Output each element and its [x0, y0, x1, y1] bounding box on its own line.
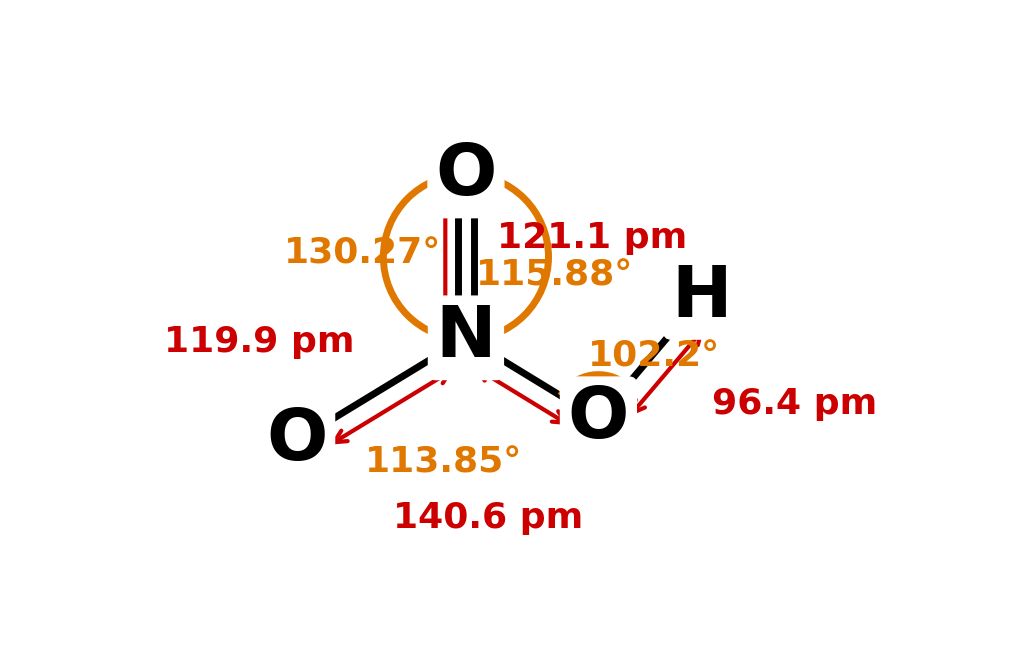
Text: 96.4 pm: 96.4 pm: [713, 387, 878, 421]
Text: 115.88°: 115.88°: [475, 258, 633, 292]
Text: O: O: [435, 141, 497, 211]
Text: 130.27°: 130.27°: [285, 236, 441, 270]
Text: 119.9 pm: 119.9 pm: [164, 324, 354, 359]
Text: N: N: [435, 303, 497, 373]
Text: 102.2°: 102.2°: [588, 339, 720, 373]
Text: O: O: [567, 384, 629, 454]
Text: 121.1 pm: 121.1 pm: [497, 221, 687, 256]
Text: 140.6 pm: 140.6 pm: [393, 501, 583, 535]
Text: H: H: [671, 263, 732, 332]
Text: O: O: [266, 406, 328, 476]
Text: 113.85°: 113.85°: [366, 446, 522, 480]
